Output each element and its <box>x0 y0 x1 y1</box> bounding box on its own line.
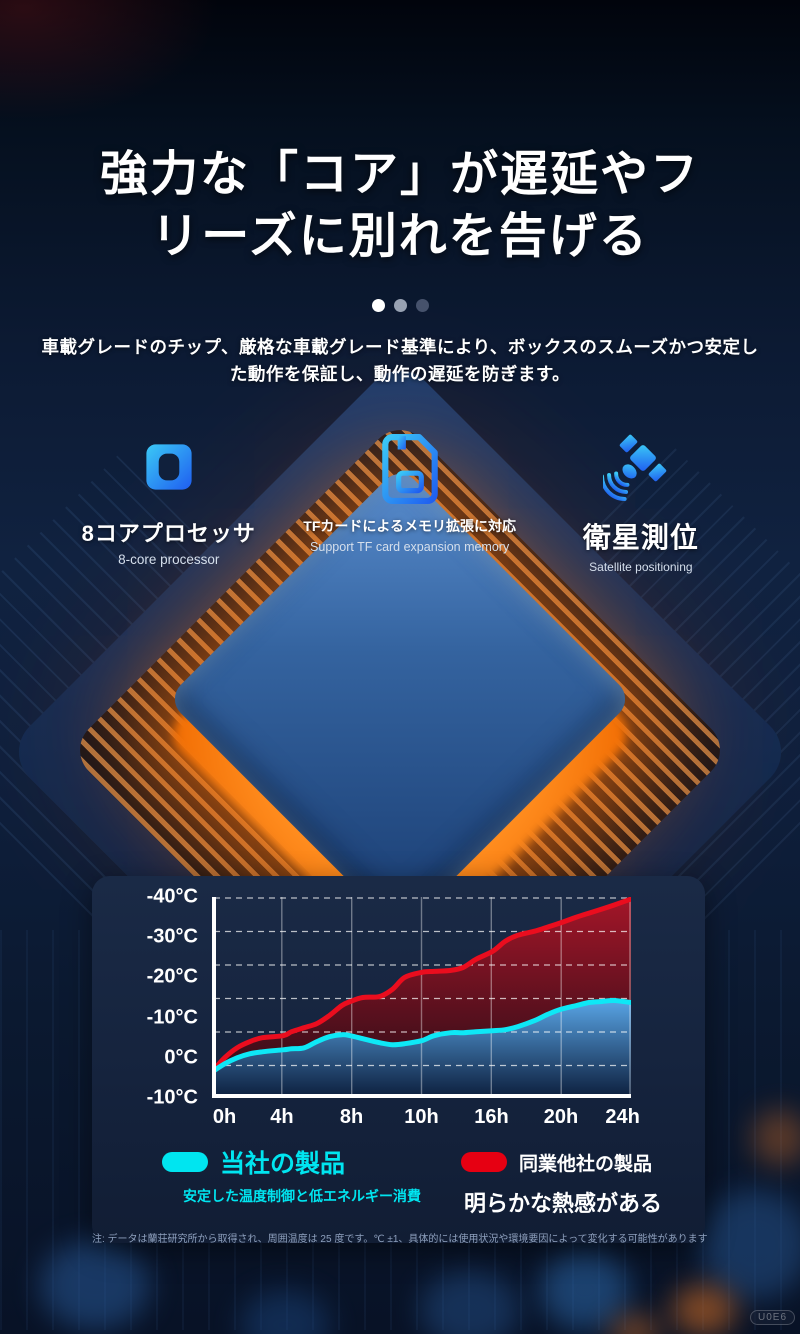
y-tick: -20°C <box>146 965 198 988</box>
feature-subtitle: 8-core processor <box>118 552 220 568</box>
carousel-dot[interactable] <box>415 299 429 313</box>
x-tick: 24h <box>605 1106 640 1128</box>
legend-swatch-cyan <box>162 1152 208 1172</box>
carousel-dot[interactable] <box>393 299 407 313</box>
legend-label: 同業他社の製品 <box>519 1153 653 1175</box>
x-tick: 16h <box>474 1106 509 1128</box>
cpu-chip-icon <box>132 420 206 504</box>
title-line-1: 強力な「コア」が遅延やフ <box>99 148 700 202</box>
bokeh-light <box>40 1240 150 1330</box>
y-tick: -10°C <box>146 1086 198 1109</box>
page-title: 強力な「コア」が遅延やフ リーズに別れを告げる <box>0 32 800 267</box>
y-tick: -30°C <box>146 925 198 948</box>
x-axis-labels: 0h 4h 8h 10h 16h 20h 24h <box>212 1098 640 1132</box>
bokeh-light <box>240 1290 330 1334</box>
y-tick: -10°C <box>146 1006 198 1029</box>
y-axis-labels: -40°C -30°C -20°C -10°C 0°C -10°C <box>92 886 212 1109</box>
subtitle: 車載グレードのチップ、厳格な車載グレード基準により、ボックスのスムーズかつ安定し… <box>0 334 800 388</box>
title-line-2: リーズに別れを告げる <box>151 209 649 263</box>
carousel-dot[interactable] <box>371 299 385 313</box>
legend-item-ours: 当社の製品 <box>162 1144 345 1180</box>
bokeh-orange <box>610 1315 660 1334</box>
feature-subtitle: Support TF card expansion memory <box>310 540 510 555</box>
chart-plot-area <box>212 897 631 1098</box>
bokeh-orange <box>672 1285 736 1334</box>
chart-legend: 当社の製品 同業他社の製品 <box>92 1144 705 1180</box>
features-row: 8コアプロセッサ 8-core processor TFカードによるメモリ拡張に… <box>0 420 800 574</box>
legend-swatch-red <box>461 1152 508 1172</box>
bokeh-light <box>540 1250 630 1330</box>
feature-satellite: 衛星測位 Satellite positioning <box>540 420 742 574</box>
y-tick: 0°C <box>164 1046 198 1069</box>
feature-8-core: 8コアプロセッサ 8-core processor <box>58 420 280 567</box>
bokeh-orange <box>752 1110 800 1166</box>
legend-captions: 安定した温度制御と低エネルギー消費 明らかな熱感がある <box>92 1186 705 1220</box>
satellite-icon <box>602 420 679 504</box>
bokeh-light <box>420 1270 520 1334</box>
feature-title: TFカードによるメモリ拡張に対応 <box>303 518 516 535</box>
feature-title: 衛星測位 <box>582 522 699 554</box>
caption-competitor: 明らかな熱感がある <box>463 1191 662 1216</box>
x-tick: 20h <box>543 1106 579 1128</box>
legend-label: 当社の製品 <box>220 1150 346 1178</box>
x-tick: 10h <box>404 1106 439 1128</box>
x-tick: 8h <box>339 1106 364 1128</box>
subtitle-line-1: 車載グレードのチップ、厳格な車載グレード基準により、ボックスのスムーズかつ安定し <box>41 337 759 358</box>
carousel-dots <box>0 299 800 313</box>
tf-card-icon <box>379 420 441 505</box>
caption-ours: 安定した温度制御と低エネルギー消費 <box>183 1188 421 1204</box>
feature-tf-card: TFカードによるメモリ拡張に対応 Support TF card expansi… <box>280 420 540 554</box>
temperature-panel: -40°C -30°C -20°C -10°C 0°C -10°C 0h 4h … <box>92 876 708 1245</box>
x-tick: 0h <box>212 1106 237 1128</box>
feature-subtitle: Satellite positioning <box>589 560 693 575</box>
feature-title: 8コアプロセッサ <box>81 521 256 547</box>
footnote: 注: データは蘭荘研究所から取得され、周囲温度は 25 度です。℃ ±1、具体的… <box>92 1234 708 1245</box>
temperature-chart: -40°C -30°C -20°C -10°C 0°C -10°C <box>92 886 705 1109</box>
subtitle-line-2: た動作を保証し、動作の遅延を防ぎます。 <box>229 364 571 385</box>
watermark-badge: U0E6 <box>749 1310 795 1325</box>
x-tick: 4h <box>270 1106 294 1128</box>
bokeh-light <box>700 1190 800 1300</box>
y-tick: -40°C <box>146 885 198 908</box>
legend-item-competitor: 同業他社の製品 <box>461 1149 652 1176</box>
